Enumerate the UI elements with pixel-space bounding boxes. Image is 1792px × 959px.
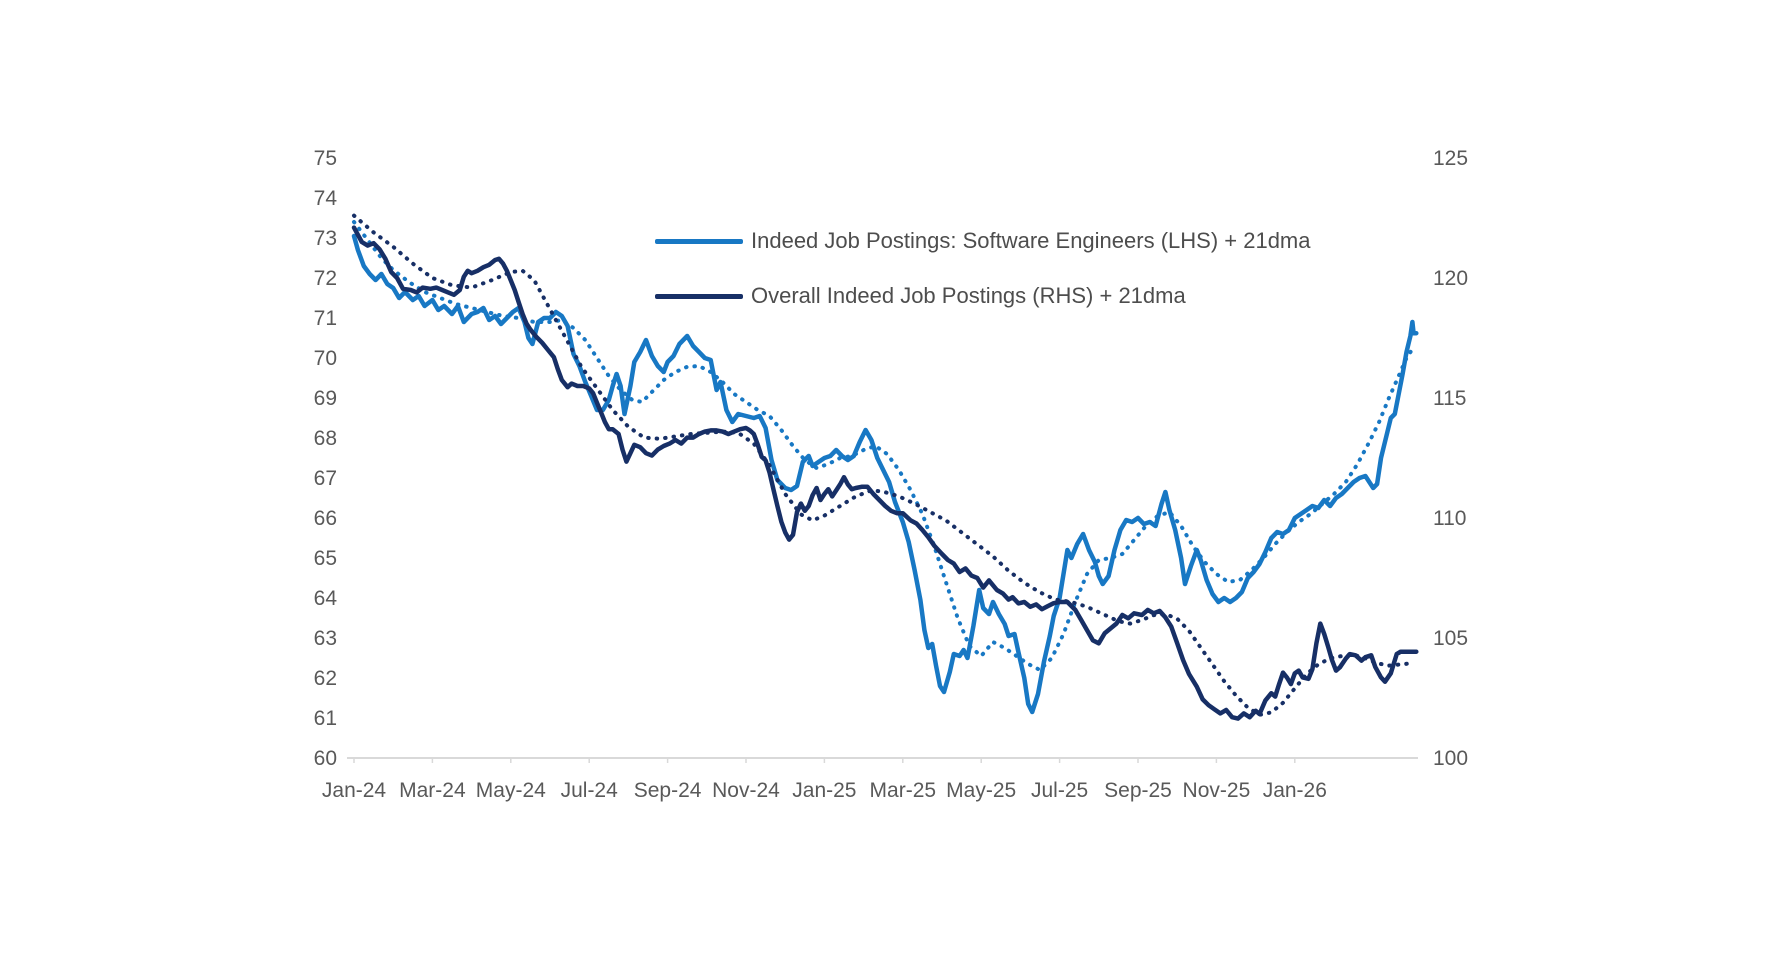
legend-line-swatch-blue bbox=[655, 238, 743, 244]
left-axis-tick-label: 67 bbox=[314, 467, 337, 490]
right-axis-tick-label: 110 bbox=[1433, 507, 1466, 530]
legend-label-overall-postings: Overall Indeed Job Postings (RHS) + 21dm… bbox=[751, 283, 1186, 308]
left-axis-tick-label: 68 bbox=[314, 427, 337, 450]
series-line-overall-21dma bbox=[352, 213, 1415, 717]
x-axis-tick-label: May-24 bbox=[476, 779, 546, 802]
left-axis-tick-label: 65 bbox=[314, 547, 337, 570]
left-axis-tick-label: 75 bbox=[314, 147, 337, 170]
x-axis-tick-label: Jul-24 bbox=[561, 779, 619, 802]
left-axis-tick-label: 60 bbox=[314, 747, 337, 770]
x-axis-tick-label: Jan-26 bbox=[1263, 779, 1327, 802]
legend-item-overall-postings: Overall Indeed Job Postings (RHS) + 21dm… bbox=[655, 283, 1186, 308]
left-axis-tick-label: 72 bbox=[314, 267, 337, 290]
series-line-overall bbox=[351, 225, 1419, 721]
x-axis-tick-label: Mar-25 bbox=[870, 779, 937, 802]
left-axis-tick-label: 73 bbox=[314, 227, 337, 250]
legend-line-swatch-navy bbox=[655, 293, 743, 299]
x-axis-tick-label: Jan-25 bbox=[792, 779, 856, 802]
x-axis-tick-label: Sep-25 bbox=[1104, 779, 1172, 802]
right-axis-tick-label: 100 bbox=[1433, 747, 1468, 770]
right-axis-tick-label: 115 bbox=[1433, 387, 1466, 410]
left-axis-tick-label: 70 bbox=[314, 347, 337, 370]
x-axis-tick-label: Mar-24 bbox=[399, 779, 466, 802]
x-axis-tick-label: May-25 bbox=[946, 779, 1016, 802]
left-axis-tick-label: 61 bbox=[314, 707, 337, 730]
x-axis-tick-label: Sep-24 bbox=[634, 779, 702, 802]
left-axis-tick-label: 71 bbox=[314, 307, 337, 330]
left-axis-tick-label: 64 bbox=[314, 587, 338, 610]
right-axis-tick-label: 105 bbox=[1433, 627, 1468, 650]
left-axis-tick-label: 74 bbox=[314, 187, 338, 210]
x-axis-tick-label: Jan-24 bbox=[322, 779, 387, 802]
left-axis-tick-label: 62 bbox=[314, 667, 337, 690]
x-axis-tick-label: Nov-24 bbox=[712, 779, 780, 802]
legend-label-software-engineers: Indeed Job Postings: Software Engineers … bbox=[751, 228, 1311, 253]
legend-item-software-engineers: Indeed Job Postings: Software Engineers … bbox=[655, 228, 1311, 253]
x-axis-tick-label: Jul-25 bbox=[1031, 779, 1088, 802]
left-axis-tick-label: 63 bbox=[314, 627, 337, 650]
right-axis-tick-label: 125 bbox=[1433, 147, 1468, 170]
series-line-software-engineers-21dma bbox=[352, 220, 1417, 672]
left-axis-tick-label: 66 bbox=[314, 507, 337, 530]
series-line-software-engineers bbox=[351, 233, 1419, 715]
left-axis-tick-label: 69 bbox=[314, 387, 337, 410]
x-axis-tick-label: Nov-25 bbox=[1183, 779, 1251, 802]
right-axis-tick-label: 120 bbox=[1433, 267, 1468, 290]
